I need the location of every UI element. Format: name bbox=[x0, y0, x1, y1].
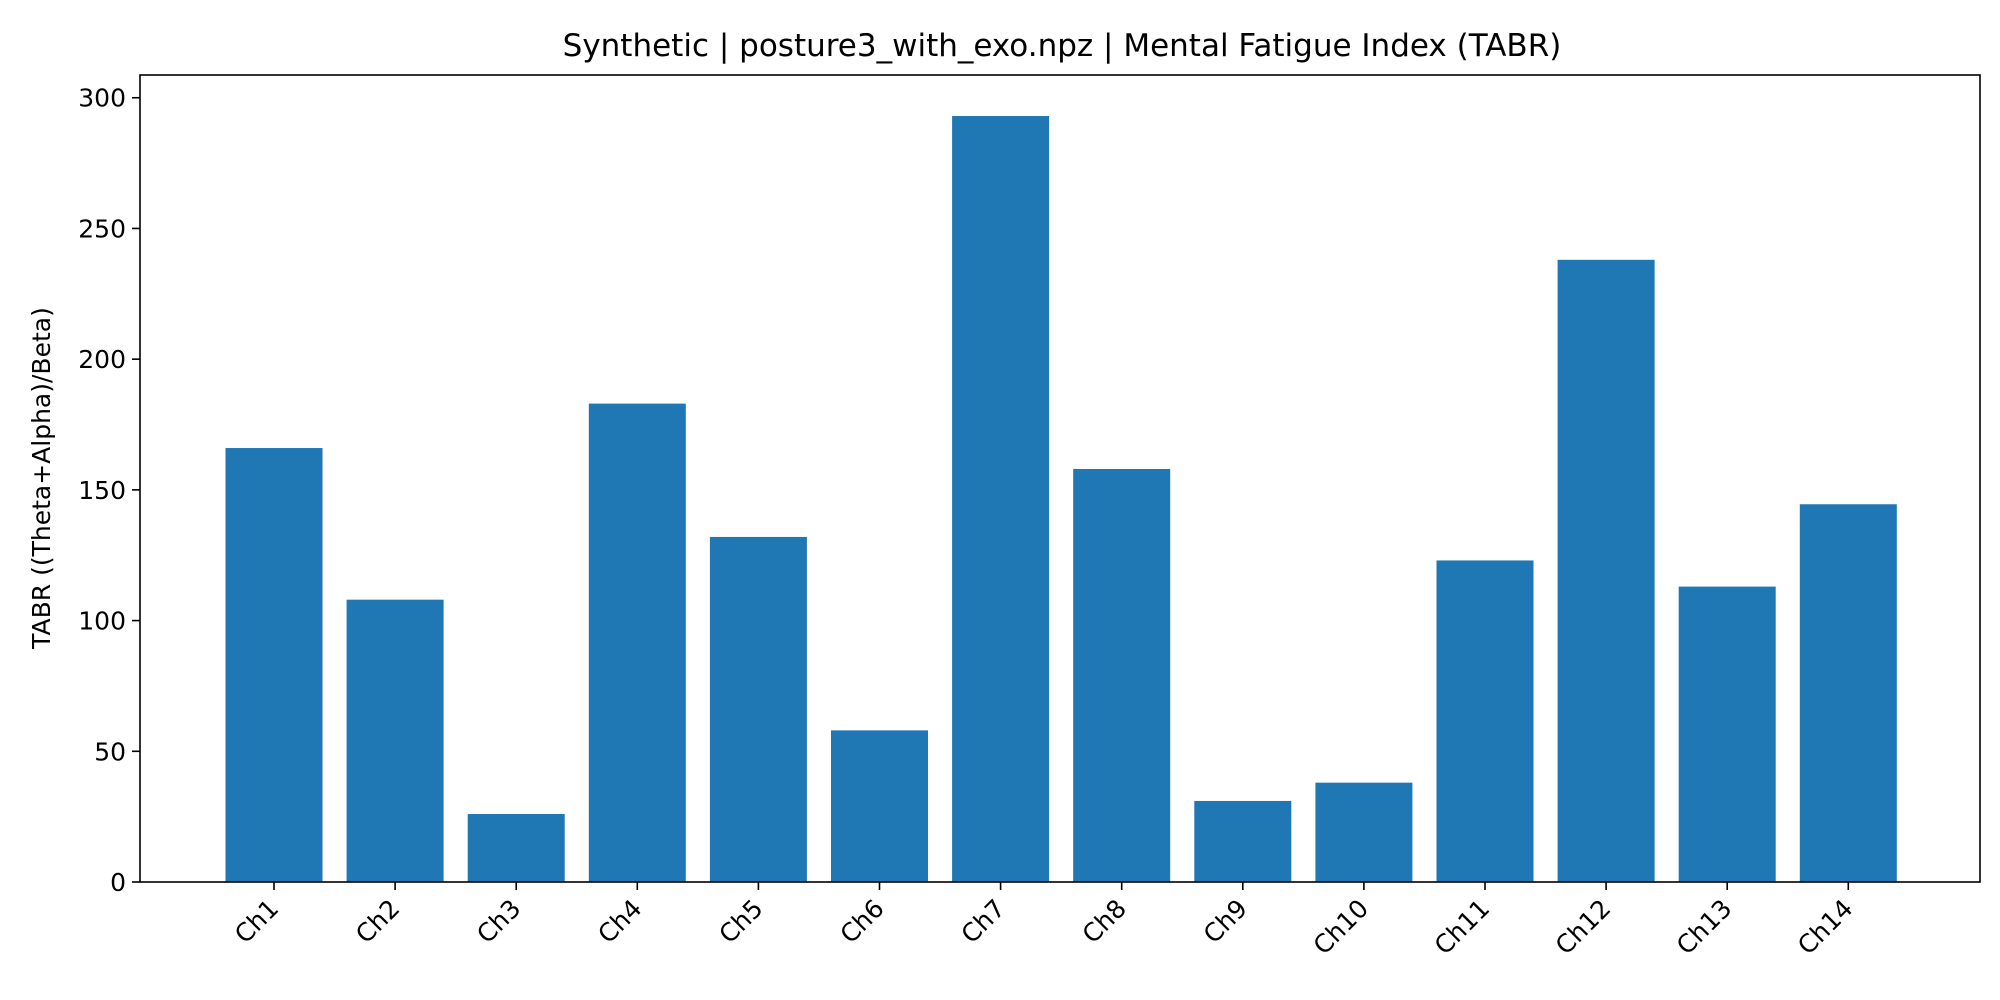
bar-ch4 bbox=[588, 403, 686, 882]
bar-ch7 bbox=[952, 116, 1050, 883]
x-tick-label: Ch13 bbox=[1671, 894, 1738, 961]
x-tick-label: Ch2 bbox=[350, 894, 405, 949]
bar-ch1 bbox=[225, 448, 323, 882]
y-axis: 0 50 100 150 200 250 300 bbox=[78, 84, 140, 897]
y-tick-label: 300 bbox=[78, 84, 126, 113]
plot-frame bbox=[139, 74, 1981, 883]
bar-ch11 bbox=[1436, 560, 1534, 882]
bars bbox=[225, 116, 1897, 883]
x-tick-label: Ch6 bbox=[834, 894, 889, 949]
y-tick-label: 250 bbox=[78, 214, 126, 243]
bar-ch3 bbox=[467, 814, 565, 882]
y-axis-label: TABR ((Theta+Alpha)/Beta) bbox=[27, 307, 56, 650]
bar-ch2 bbox=[346, 599, 444, 882]
bar-ch6 bbox=[831, 730, 928, 882]
bar-ch10 bbox=[1315, 782, 1413, 882]
y-tick-label: 100 bbox=[78, 607, 126, 636]
chart-title: Synthetic | posture3_with_exo.npz | Ment… bbox=[563, 28, 1562, 64]
x-tick-label: Ch10 bbox=[1308, 894, 1375, 961]
x-tick-label: Ch11 bbox=[1429, 894, 1496, 961]
bar-ch14 bbox=[1799, 504, 1897, 882]
y-tick-label: 0 bbox=[110, 868, 126, 897]
x-tick-label: Ch1 bbox=[229, 894, 284, 949]
x-tick-label: Ch8 bbox=[1077, 894, 1132, 949]
bar-ch13 bbox=[1678, 586, 1776, 882]
x-tick-label: Ch14 bbox=[1792, 894, 1859, 961]
bar-ch9 bbox=[1194, 800, 1292, 882]
y-tick-label: 150 bbox=[78, 476, 126, 505]
x-tick-label: Ch7 bbox=[956, 894, 1011, 949]
x-tick-label: Ch12 bbox=[1550, 894, 1617, 961]
bar-ch12 bbox=[1557, 259, 1655, 882]
y-tick-label: 200 bbox=[78, 345, 126, 374]
x-tick-label: Ch5 bbox=[713, 894, 768, 949]
bar-ch5 bbox=[709, 536, 807, 882]
x-tick-label: Ch3 bbox=[471, 894, 526, 949]
bar-ch8 bbox=[1073, 468, 1171, 882]
x-tick-label: Ch4 bbox=[592, 894, 647, 949]
y-tick-label: 50 bbox=[94, 737, 126, 766]
x-tick-label: Ch9 bbox=[1198, 894, 1253, 949]
x-axis: Ch1 Ch2 Ch3 Ch4 Ch5 Ch6 Ch7 Ch8 Ch9 Ch10 Ch11 Ch12 C… bbox=[229, 882, 1859, 960]
